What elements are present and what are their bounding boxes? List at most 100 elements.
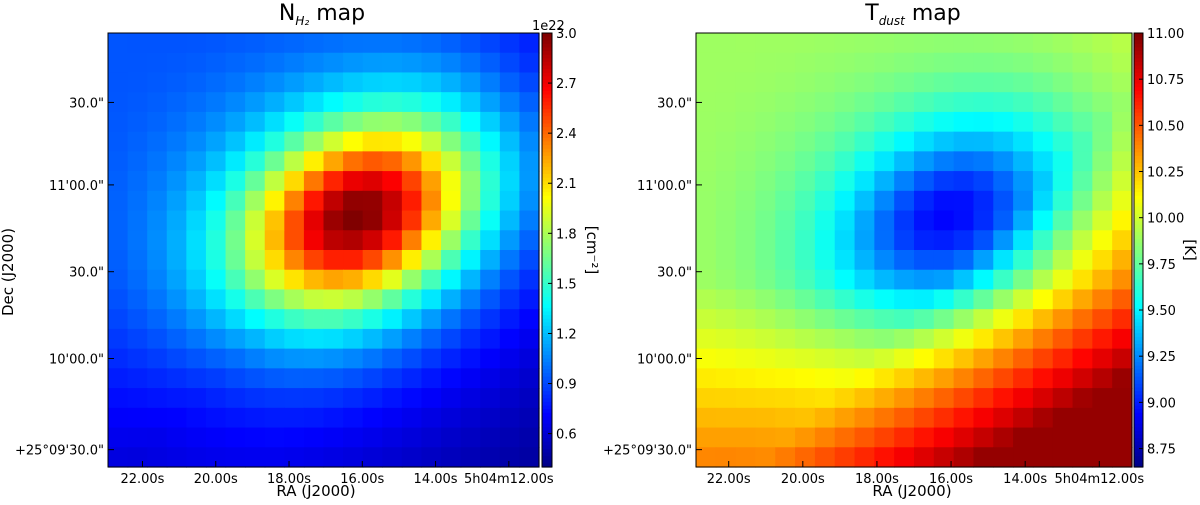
heatmap-cell [1013, 289, 1034, 310]
heatmap-cell [814, 407, 836, 429]
heatmap-cell [755, 348, 776, 369]
heatmap-cell [735, 151, 757, 172]
heatmap-cell [499, 427, 521, 448]
heatmap-cell [205, 171, 227, 192]
x-tick-label: 16.00s [340, 472, 384, 487]
heatmap-cell [362, 328, 383, 350]
heatmap-cell [362, 348, 383, 369]
colorbar-segment [542, 61, 552, 67]
heatmap-cell [460, 388, 481, 409]
heatmap-cell [814, 151, 836, 172]
heatmap-cell [460, 131, 481, 152]
heatmap-cell [480, 368, 501, 389]
colorbar-tick-label: 10.00 [1147, 212, 1184, 227]
heatmap-cell [1092, 309, 1113, 330]
colorbar-segment [542, 108, 552, 114]
heatmap-cell [303, 230, 325, 251]
heatmap-cell [166, 368, 187, 389]
colorbar-segment [542, 289, 552, 294]
heatmap-cell [834, 328, 856, 350]
heatmap-cell [284, 407, 305, 429]
heatmap-cell [401, 33, 423, 54]
heatmap-cell [1112, 92, 1133, 113]
colorbar-segment [1134, 94, 1143, 99]
colorbar-segment [1134, 36, 1143, 41]
heatmap-cell [205, 190, 227, 212]
colorbar-segment [1134, 134, 1143, 139]
colorbar-segment [1134, 405, 1143, 410]
heatmap-cell [441, 33, 462, 54]
heatmap-cell [303, 210, 325, 231]
heatmap-cell [186, 309, 207, 330]
heatmap-cell [755, 388, 776, 409]
heatmap-cell [735, 131, 757, 152]
heatmap-cell [834, 407, 856, 429]
colorbar-segment [542, 195, 552, 200]
heatmap-cell [973, 407, 994, 429]
heatmap-cell [696, 33, 717, 54]
heatmap-cell [441, 328, 462, 350]
heatmap-cell [108, 72, 129, 93]
heatmap-cell [205, 289, 227, 310]
heatmap-cell [1052, 131, 1074, 152]
heatmap-cell [894, 328, 915, 350]
heatmap-cell [401, 407, 423, 429]
heatmap-cell [953, 92, 975, 113]
colorbar-1: 3.0 2.7 2.4 2.1 1.8 1.5 1.2 0.9 0.6 [541, 27, 577, 468]
heatmap-cell [284, 309, 305, 330]
heatmap-cell [696, 427, 717, 448]
chart-title-1: NH₂ map [279, 1, 365, 28]
colorbar-segment [542, 351, 552, 356]
heatmap-cell [735, 368, 757, 389]
heatmap-cell [343, 447, 364, 468]
heatmap-cell [715, 348, 737, 369]
x-tick-label: 20.00s [781, 472, 825, 487]
heatmap-cell [914, 328, 935, 350]
heatmap-cell [401, 230, 423, 251]
heatmap-cell [499, 151, 521, 172]
heatmap-cell [343, 131, 364, 152]
heatmap-cell [735, 33, 757, 54]
x-axis-label-1: RA (J2000) [276, 482, 355, 500]
heatmap-cell [108, 92, 129, 113]
heatmap-cell [323, 328, 344, 350]
heatmap-cell [795, 33, 816, 54]
heatmap-cell [460, 427, 481, 448]
colorbar-segment [542, 36, 552, 41]
colorbar-segment [542, 391, 552, 396]
heatmap-cell [225, 190, 246, 212]
heatmap-cell [205, 250, 227, 271]
heatmap-cell [127, 388, 148, 409]
heatmap-cell [1072, 230, 1093, 251]
heatmap-cell [362, 289, 383, 310]
x-tick-label: 5h04m12.00s [1054, 472, 1144, 487]
heatmap-cell [205, 131, 227, 152]
heatmap-cell [264, 33, 285, 54]
heatmap-cell [914, 309, 935, 330]
colorbar-segment [1134, 166, 1143, 172]
heatmap-cell [854, 151, 875, 172]
heatmap-cell [1072, 427, 1093, 448]
heatmap-cell [1052, 368, 1074, 389]
colorbar-tick-label: 0.9 [556, 378, 577, 393]
heatmap-cell [401, 427, 423, 448]
heatmap-cell [441, 388, 462, 409]
y-tick-label: 10'00.0" [637, 353, 692, 368]
heatmap-cell [382, 407, 403, 429]
heatmap-cell [1013, 230, 1034, 251]
heatmap-cell [421, 348, 442, 369]
heatmap-cell [519, 328, 540, 350]
heatmap-cell [421, 171, 442, 192]
heatmap-cell [1032, 309, 1054, 330]
heatmap-cell [1072, 52, 1093, 74]
heatmap-cell [1092, 289, 1113, 310]
colorbar-tick-label: 10.75 [1147, 73, 1184, 88]
colorbar-segment [1134, 80, 1143, 85]
heatmap-cell [1072, 111, 1093, 133]
heatmap-cell [343, 309, 364, 330]
heatmap-cell [401, 309, 423, 330]
heatmap-cell [973, 33, 994, 54]
heatmap-cell [225, 447, 246, 468]
colorbar-segment [1134, 108, 1143, 114]
heatmap-cell [323, 388, 344, 409]
